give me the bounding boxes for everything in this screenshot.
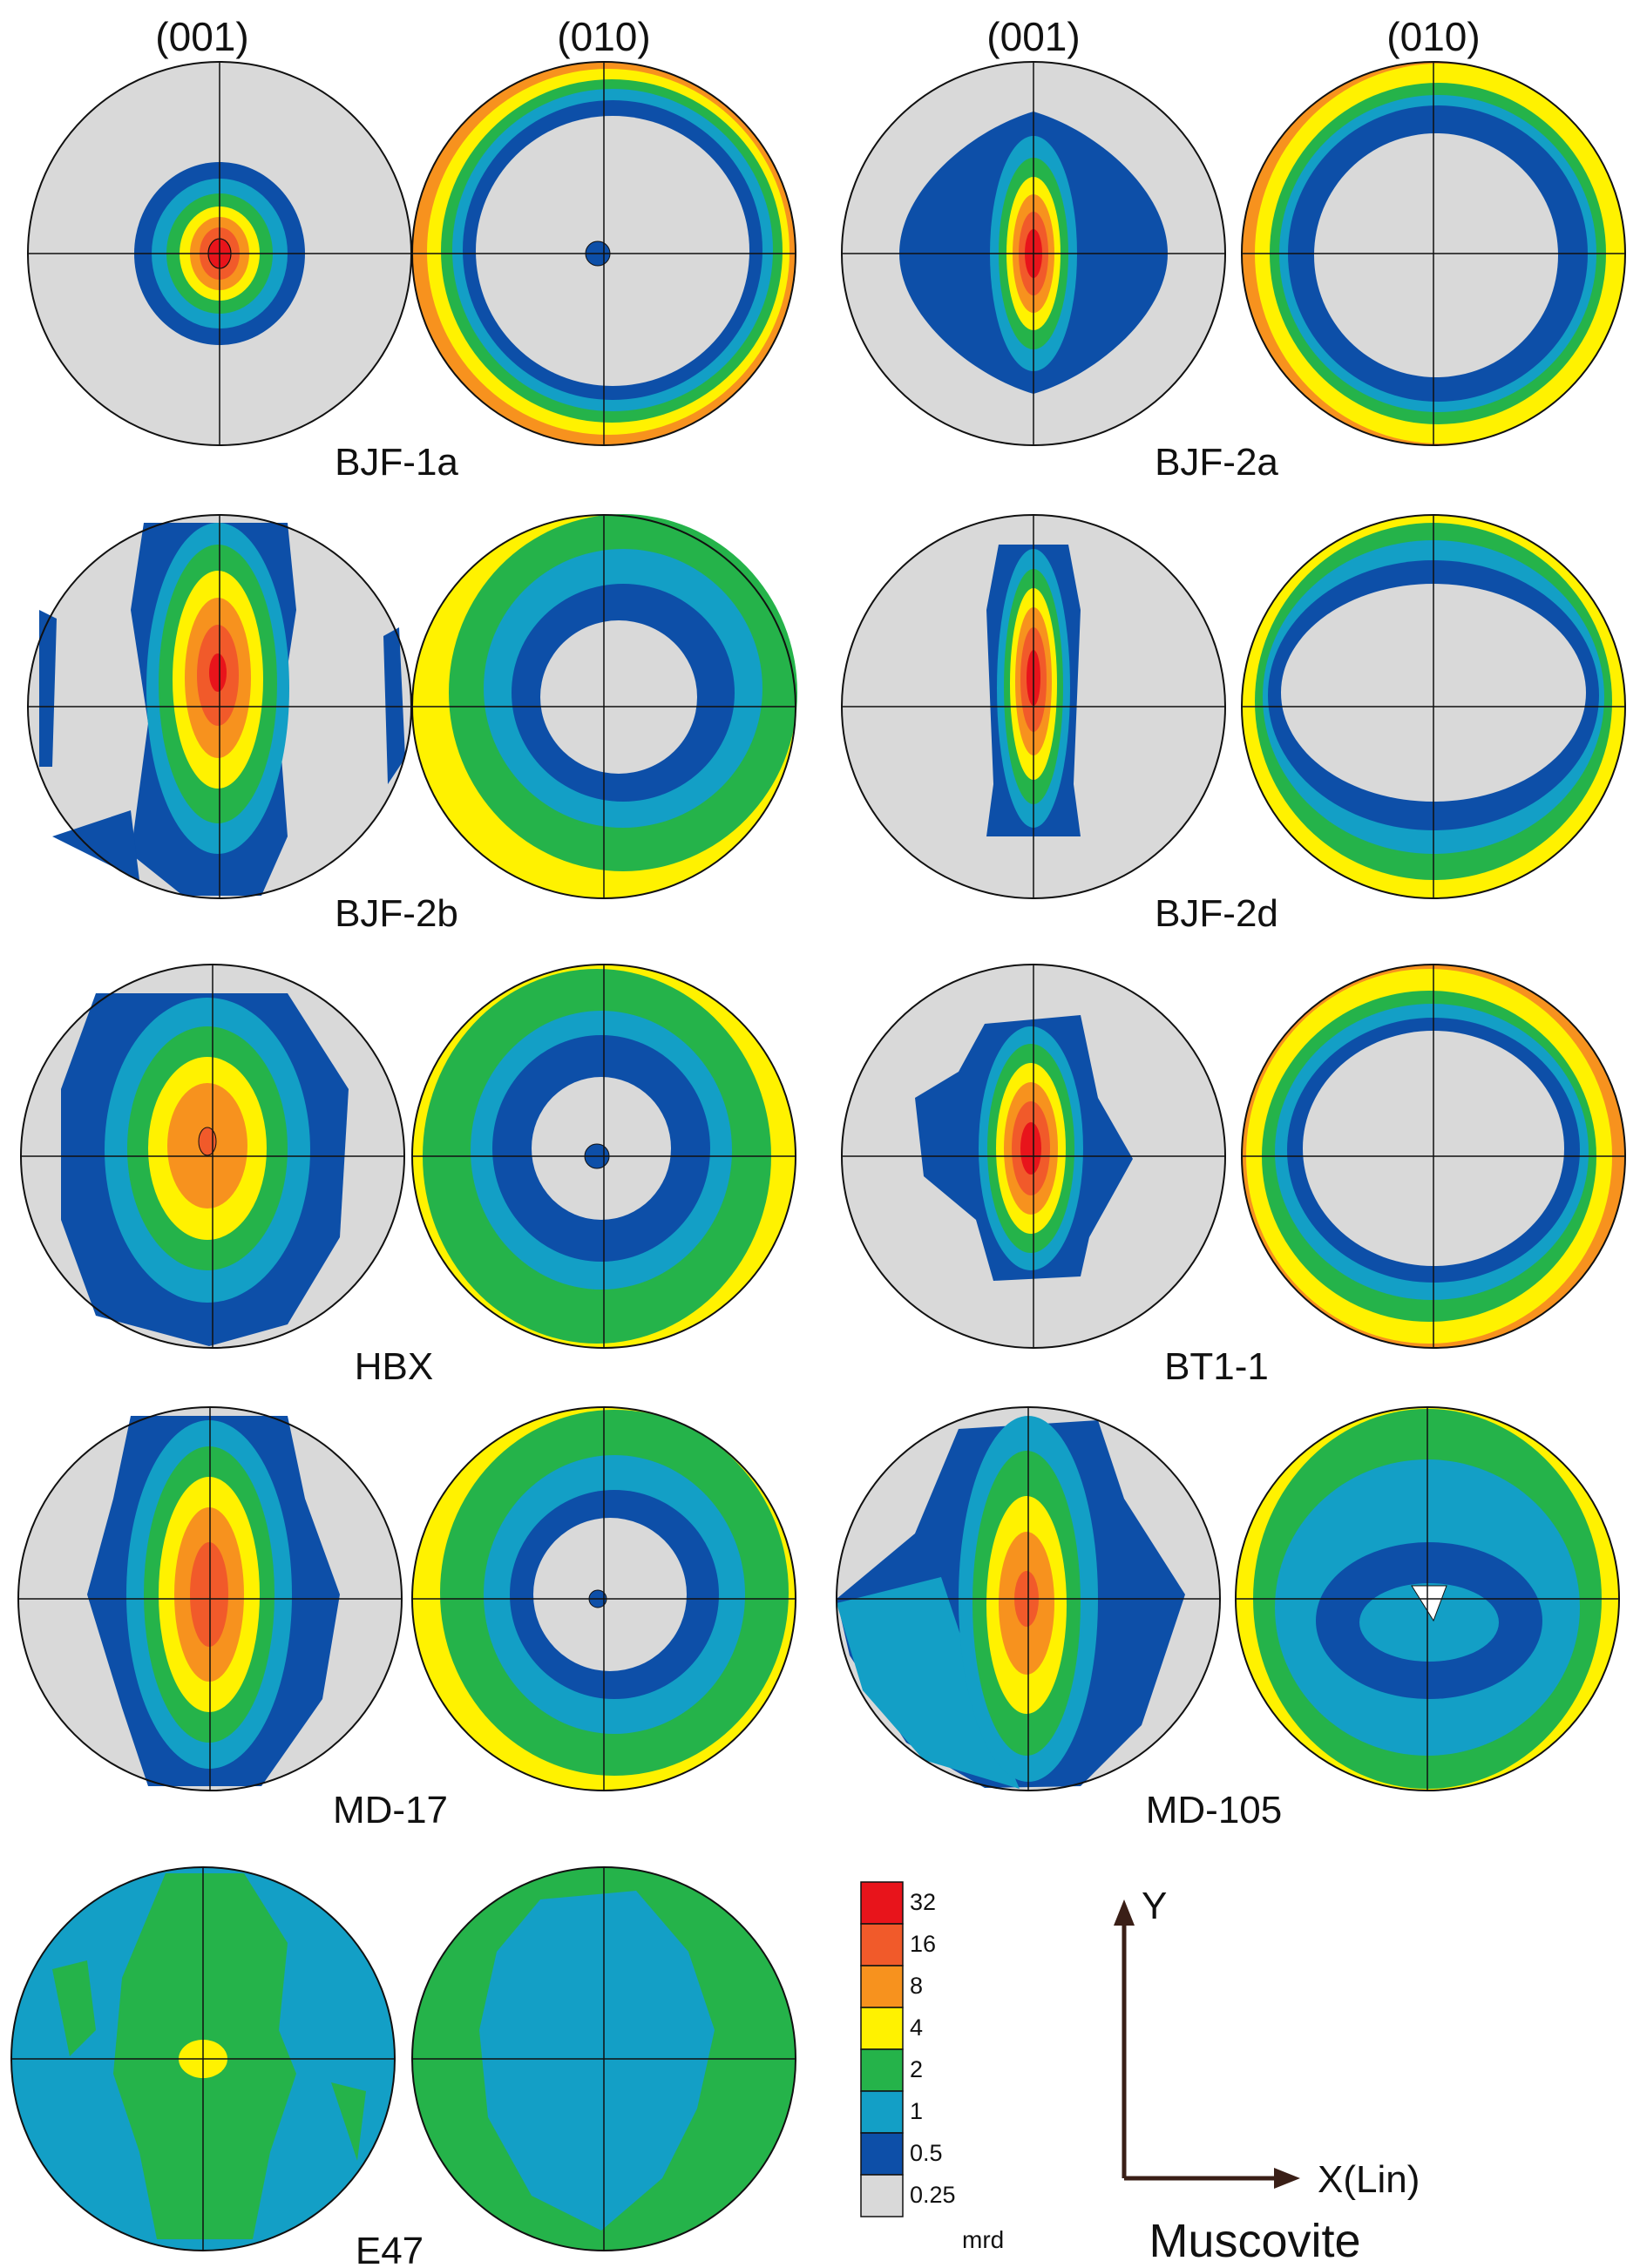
header-001-right: (001) <box>986 14 1080 59</box>
pole-figure-md17-010 <box>411 1406 796 1791</box>
sample-label-bjf2b: BJF-2b <box>335 892 458 935</box>
legend-swatch <box>860 1965 904 2008</box>
pole-figure-bt11-001 <box>841 964 1226 1349</box>
header-010-left: (010) <box>557 14 650 59</box>
pole-figure-e47-010 <box>411 1866 796 2251</box>
legend-swatch <box>860 2048 904 2092</box>
legend-swatch <box>860 2007 904 2050</box>
sample-label-hbx: HBX <box>355 1345 433 1388</box>
legend-level-label: 16 <box>910 1931 936 1957</box>
sample-label-md17: MD-17 <box>333 1789 448 1831</box>
axis-indicator: Y X(Lin) <box>1114 1885 1420 2201</box>
y-axis-label: Y <box>1142 1885 1167 1927</box>
pole-figure-bjf2d-010 <box>1241 514 1626 899</box>
y-axis-arrowhead <box>1114 1899 1135 1926</box>
legend-swatch <box>860 1923 904 1967</box>
legend-swatch <box>860 2132 904 2176</box>
legend-unit: mrd <box>962 2226 1004 2253</box>
legend-level-label: 2 <box>910 2056 923 2082</box>
pole-figure-md105-010 <box>1235 1406 1620 1791</box>
pole-figure-bjf2a-010 <box>1241 61 1626 446</box>
legend-level-label: 4 <box>910 2014 923 2041</box>
legend-level-label: 0.5 <box>910 2140 943 2166</box>
sample-label-e47: E47 <box>356 2230 424 2268</box>
color-scale-legend: 32 16 8 4 2 1 0.5 0.25 <box>860 1881 956 2217</box>
legend-level-label: 1 <box>910 2098 923 2124</box>
legend-swatch <box>860 1881 904 1925</box>
header-010-right: (010) <box>1386 14 1480 59</box>
pole-figure-hbx-001 <box>20 964 405 1349</box>
legend-level-label: 32 <box>910 1889 936 1915</box>
pole-figure-hbx-010 <box>411 964 796 1349</box>
pole-figure-bjf2a-001 <box>841 61 1226 446</box>
pole-figure-bjf2b-010 <box>411 514 797 899</box>
header-001-left: (001) <box>155 14 248 59</box>
sample-label-md105: MD-105 <box>1146 1789 1283 1831</box>
sample-label-bjf1a: BJF-1a <box>335 441 458 484</box>
sample-label-bjf2d: BJF-2d <box>1155 892 1278 935</box>
x-axis-label: X(Lin) <box>1318 2158 1420 2201</box>
legend-level-label: 8 <box>910 1973 923 1999</box>
sample-label-bt11: BT1-1 <box>1164 1345 1269 1388</box>
pole-figure-bjf2b-001 <box>27 514 412 899</box>
pole-figure-bt11-010 <box>1241 964 1626 1349</box>
pole-figure-bjf1a-001 <box>27 61 412 446</box>
pole-figure-e47-001 <box>10 1866 396 2251</box>
mineral-label: Muscovite <box>1149 2215 1360 2267</box>
pole-figure-md17-001 <box>17 1406 403 1791</box>
pole-figure-bjf1a-010 <box>411 61 796 446</box>
sample-label-bjf2a: BJF-2a <box>1155 441 1278 484</box>
pole-figure-md105-001 <box>836 1406 1221 1791</box>
legend-swatch <box>860 2090 904 2134</box>
legend-swatch <box>860 2174 904 2217</box>
x-axis-arrowhead <box>1274 2168 1300 2189</box>
legend-level-label: 0.25 <box>910 2182 956 2208</box>
pole-figure-bjf2d-001 <box>841 514 1226 899</box>
